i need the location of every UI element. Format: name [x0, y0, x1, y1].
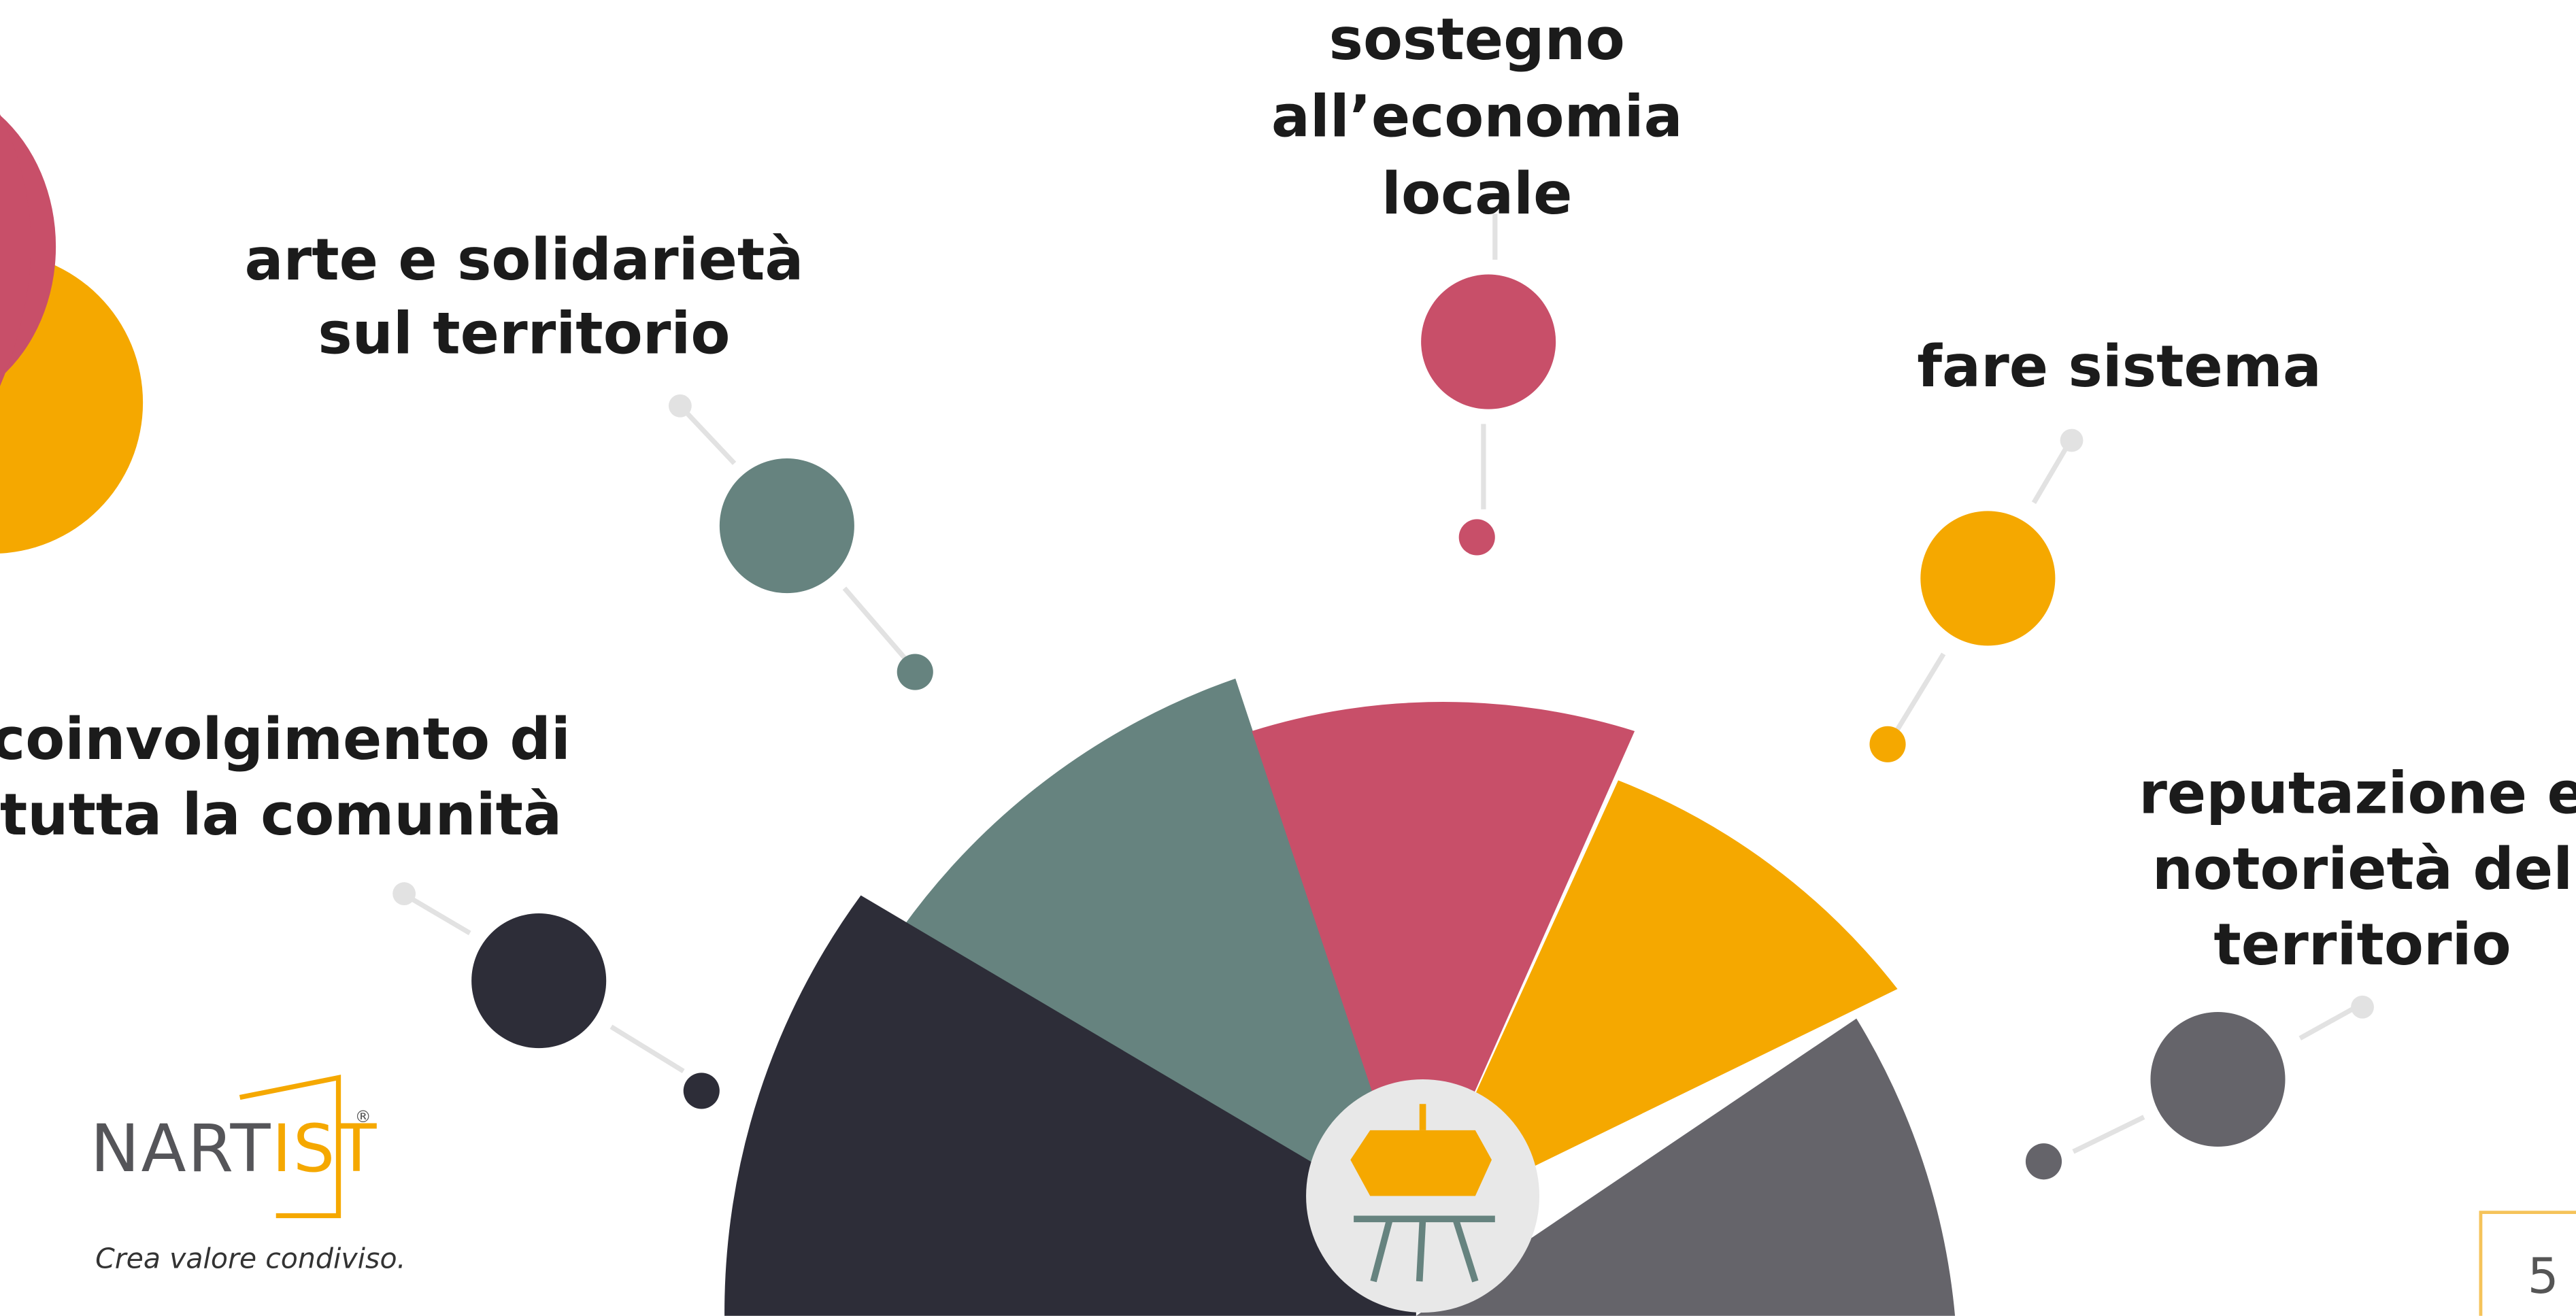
logo-text-start: NART	[90, 1110, 272, 1187]
logo: NARTIST ® Crea valore condiviso.	[90, 1075, 406, 1275]
label: all’economia	[1271, 84, 1683, 150]
fan-segment	[1416, 780, 1898, 1224]
label: coinvolgimento di	[0, 706, 571, 773]
label: sostegno	[1329, 6, 1625, 73]
fan-segment	[1416, 1018, 1956, 1316]
bubble	[2150, 1011, 2286, 1147]
dot	[392, 882, 416, 905]
dot	[1458, 519, 1495, 556]
deco-circle	[0, 114, 31, 386]
label: locale	[1382, 161, 1572, 227]
bubble	[719, 458, 854, 594]
connector	[842, 586, 909, 662]
dot	[2025, 1143, 2062, 1180]
bubble	[1920, 511, 2056, 646]
connector	[678, 404, 737, 465]
connector	[609, 1024, 685, 1074]
label: fare sistema	[1917, 333, 2322, 400]
label: sul territorio	[318, 300, 730, 367]
fan-segment	[724, 895, 1416, 1316]
fan-segment	[901, 678, 1416, 1224]
label: tutta la comunità	[0, 781, 562, 848]
dot	[2351, 995, 2374, 1019]
label: arte e solidarietà	[245, 226, 804, 293]
connector	[2298, 1003, 2360, 1041]
connector	[2072, 1115, 2145, 1154]
tagline: Crea valore condiviso.	[95, 1243, 406, 1275]
dot	[897, 654, 933, 690]
dot	[668, 394, 692, 418]
dot	[683, 1073, 720, 1109]
bubble	[1421, 274, 1556, 409]
logo-text-end: IST	[272, 1110, 378, 1187]
bubble	[471, 913, 607, 1049]
dot	[1869, 726, 1906, 762]
connector	[1895, 652, 1946, 731]
page-number: 5	[2528, 1248, 2559, 1305]
connector	[404, 893, 471, 936]
logo-text: NARTIST	[90, 1110, 378, 1187]
registered: ®	[355, 1107, 371, 1126]
fan-segment	[1252, 701, 1635, 1224]
connector	[2031, 445, 2069, 505]
easel-icon	[1350, 1104, 1495, 1283]
page-frame	[2479, 1211, 2576, 1316]
label: notorietà del	[2152, 836, 2573, 902]
label: territorio	[2213, 911, 2511, 978]
label: reputazione e	[2139, 760, 2576, 827]
dot	[2060, 428, 2084, 452]
